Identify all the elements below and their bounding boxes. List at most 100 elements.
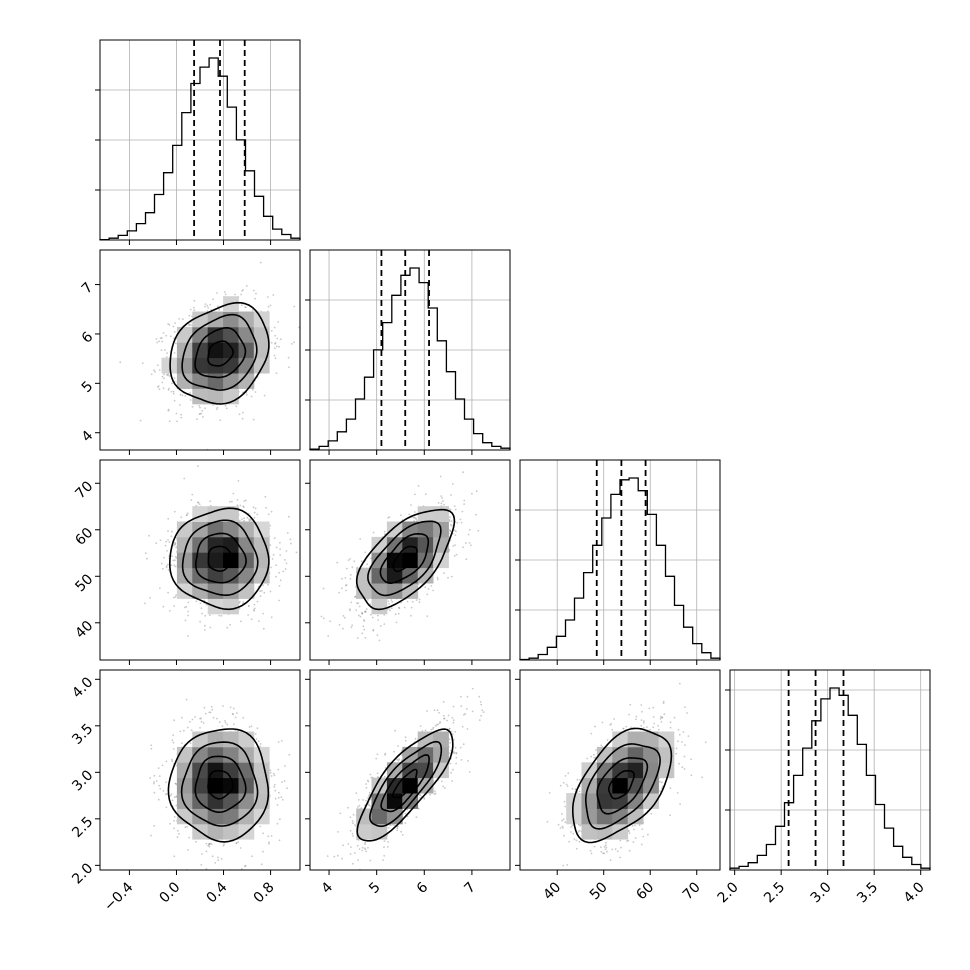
scatter-point <box>557 823 560 826</box>
scatter-point <box>363 619 365 621</box>
scatter-point <box>187 635 189 637</box>
scatter-point <box>681 766 684 769</box>
scatter-point <box>174 559 176 562</box>
scatter-point <box>676 792 679 794</box>
scatter-point <box>204 303 207 305</box>
scatter-point <box>144 602 146 605</box>
scatter-point <box>231 500 233 503</box>
density-cell <box>223 567 239 584</box>
scatter-point <box>376 776 379 779</box>
scatter-point <box>178 832 180 835</box>
scatter-point <box>275 546 278 549</box>
scatter-point <box>701 776 703 779</box>
contour-line <box>195 532 247 584</box>
scatter-point <box>274 342 276 345</box>
scatter-point <box>449 508 452 511</box>
scatter-point <box>438 722 441 724</box>
scatter-point <box>183 477 186 480</box>
scatter-point <box>173 544 175 547</box>
density-cell <box>253 762 270 779</box>
scatter-point <box>630 726 633 729</box>
scatter-point <box>460 759 463 761</box>
scatter-point <box>233 723 235 726</box>
density-cell <box>643 731 659 748</box>
scatter-point <box>253 608 255 611</box>
scatter-point <box>178 318 181 320</box>
scatter-point <box>586 757 589 760</box>
scatter-point <box>193 309 196 311</box>
scatter-point <box>383 614 386 616</box>
scatter-point <box>619 839 622 842</box>
scatter-point <box>567 772 570 775</box>
density-cell <box>192 521 209 538</box>
scatter-point <box>354 824 356 826</box>
scatter-point <box>686 712 688 714</box>
scatter-point <box>158 775 161 777</box>
scatter-point <box>270 341 273 344</box>
scatter-point <box>267 305 270 308</box>
scatter-point <box>563 834 565 837</box>
scatter-point <box>186 726 189 729</box>
scatter-point <box>628 832 631 835</box>
scatter-point <box>212 298 215 301</box>
scatter-point <box>628 849 631 852</box>
scatter-point <box>446 719 448 722</box>
scatter-point <box>454 731 457 733</box>
scatter-point <box>240 620 242 623</box>
scatter-point <box>463 503 465 505</box>
scatter-point <box>600 850 603 853</box>
scatter-point <box>450 523 452 526</box>
density-cell <box>658 762 675 779</box>
scatter-point <box>160 337 163 339</box>
scatter-point <box>256 513 259 516</box>
scatter-point <box>384 754 386 756</box>
scatter-point <box>278 585 281 587</box>
contour-line <box>207 340 234 367</box>
scatter-point <box>173 855 176 858</box>
scatter-point <box>269 769 272 772</box>
scatter-point <box>238 519 241 522</box>
scatter-point <box>611 728 614 731</box>
scatter-point <box>398 606 400 609</box>
histogram-step <box>729 687 931 870</box>
scatter-point <box>357 799 360 801</box>
scatter-point <box>366 779 369 782</box>
density-cell <box>433 506 449 522</box>
scatter-point <box>388 608 390 610</box>
scatter-point <box>601 721 604 724</box>
contour-line <box>355 508 456 611</box>
scatter-point <box>363 620 366 622</box>
scatter-point <box>361 612 364 615</box>
scatter-point <box>661 781 663 784</box>
scatter-point <box>449 742 451 744</box>
scatter-point <box>579 824 581 827</box>
scatter-point <box>207 307 210 309</box>
scatter-point <box>600 846 602 848</box>
scatter-point <box>367 846 369 849</box>
scatter-point <box>244 306 247 308</box>
scatter-point <box>396 758 399 761</box>
scatter-point <box>376 772 379 775</box>
scatter-point <box>200 412 203 415</box>
scatter-point <box>181 394 184 397</box>
scatter-point <box>272 553 275 556</box>
x-tick-label: −0.4 <box>101 879 136 914</box>
scatter-point <box>262 850 264 853</box>
scatter-point <box>419 794 422 797</box>
scatter-point <box>196 418 198 421</box>
scatter-point <box>478 695 481 698</box>
scatter-point <box>396 829 398 832</box>
scatter-point <box>362 799 364 801</box>
scatter-point <box>367 796 370 799</box>
scatter-point <box>173 796 176 799</box>
scatter-point <box>471 492 473 495</box>
scatter-point <box>414 737 417 740</box>
scatter-point <box>187 601 190 604</box>
scatter-point <box>288 753 291 756</box>
scatter-point <box>279 579 282 582</box>
scatter-point <box>322 617 325 620</box>
scatter-point <box>683 768 686 770</box>
scatter-point <box>453 505 456 507</box>
scatter-point <box>634 837 637 839</box>
scatter-point <box>285 562 288 565</box>
